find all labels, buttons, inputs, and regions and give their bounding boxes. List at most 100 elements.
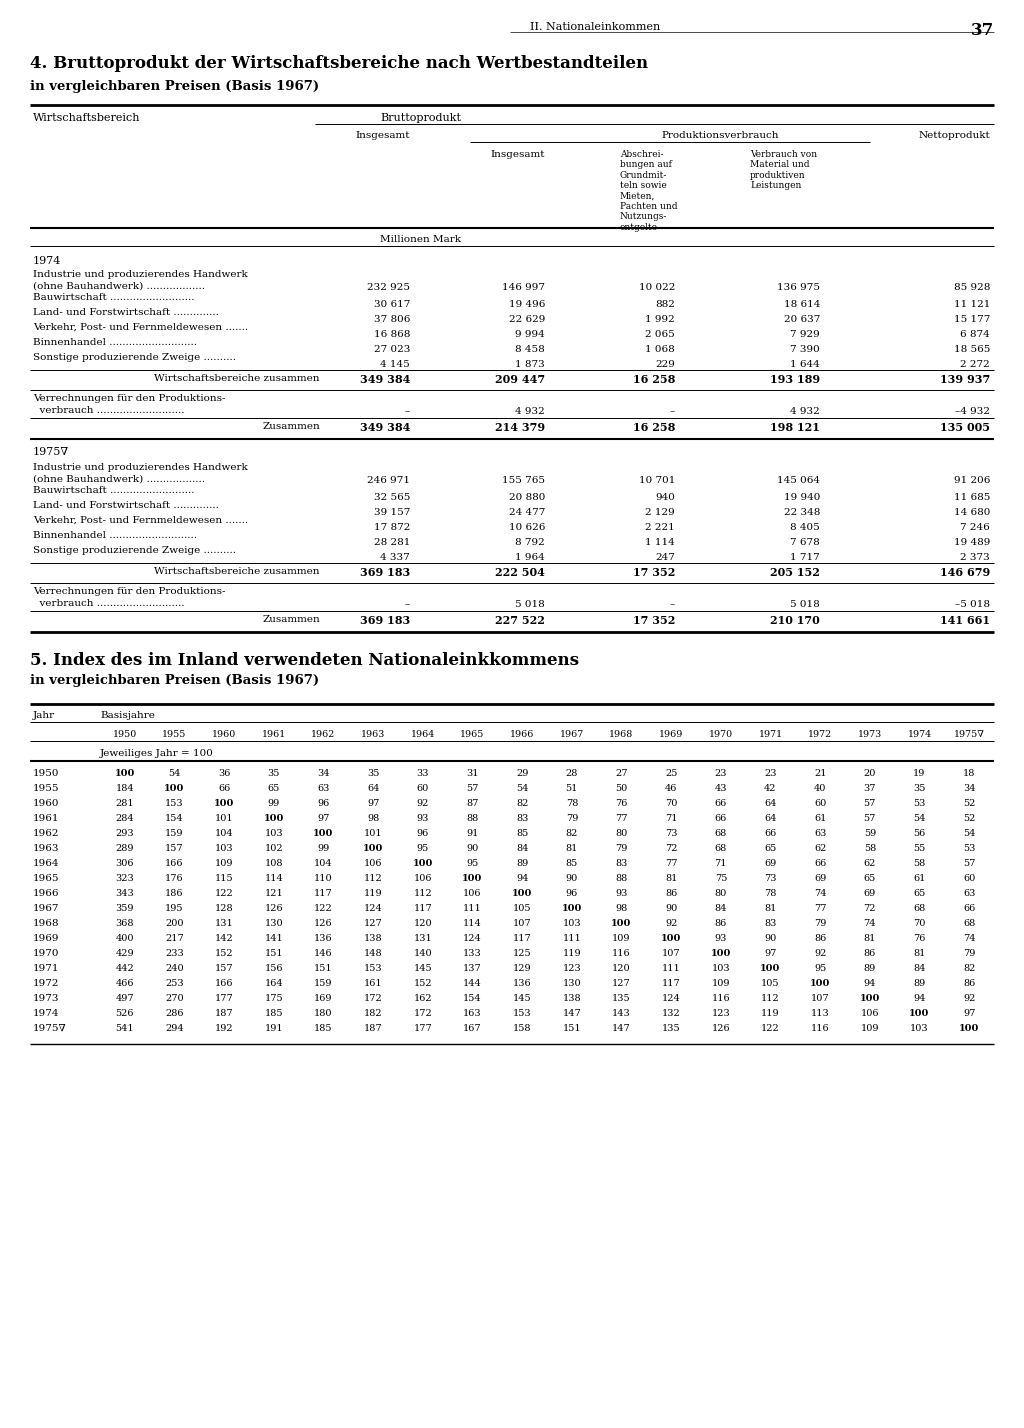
Text: 54: 54 <box>963 830 975 838</box>
Text: 180: 180 <box>314 1010 333 1018</box>
Text: 60: 60 <box>417 784 429 793</box>
Text: 129: 129 <box>513 964 531 972</box>
Text: (ohne Bauhandwerk) ..................: (ohne Bauhandwerk) .................. <box>33 281 205 291</box>
Text: 1960: 1960 <box>212 730 237 740</box>
Text: 20 880: 20 880 <box>509 493 545 503</box>
Text: 70: 70 <box>665 800 677 808</box>
Text: Land- und Forstwirtschaft ..............: Land- und Forstwirtschaft .............. <box>33 308 219 317</box>
Text: 1971: 1971 <box>759 730 782 740</box>
Text: 1962: 1962 <box>311 730 336 740</box>
Text: 1950: 1950 <box>33 770 59 778</box>
Text: 135: 135 <box>612 994 631 1002</box>
Text: 94: 94 <box>516 874 528 883</box>
Text: 125: 125 <box>513 950 531 958</box>
Text: 159: 159 <box>314 980 333 988</box>
Text: 60: 60 <box>963 874 975 883</box>
Text: 222 504: 222 504 <box>496 567 545 578</box>
Text: 9 994: 9 994 <box>515 330 545 338</box>
Text: 66: 66 <box>218 784 230 793</box>
Text: 107: 107 <box>662 950 681 958</box>
Text: 103: 103 <box>910 1024 929 1032</box>
Text: 76: 76 <box>615 800 628 808</box>
Text: 68: 68 <box>715 830 727 838</box>
Text: 99: 99 <box>317 844 330 853</box>
Text: 103: 103 <box>712 964 730 972</box>
Text: 147: 147 <box>612 1024 631 1032</box>
Text: 58: 58 <box>913 860 926 868</box>
Text: Sonstige produzierende Zweige ..........: Sonstige produzierende Zweige .......... <box>33 353 236 363</box>
Text: 39 157: 39 157 <box>374 508 410 517</box>
Text: 71: 71 <box>665 814 678 823</box>
Text: 56: 56 <box>913 830 926 838</box>
Text: 100: 100 <box>512 890 532 898</box>
Text: 133: 133 <box>463 950 482 958</box>
Text: 126: 126 <box>314 920 333 928</box>
Text: 57: 57 <box>963 860 975 868</box>
Text: 43: 43 <box>715 784 727 793</box>
Text: 1 114: 1 114 <box>645 538 675 547</box>
Text: 167: 167 <box>463 1024 482 1032</box>
Text: 247: 247 <box>655 553 675 563</box>
Text: 1950: 1950 <box>113 730 137 740</box>
Text: 61: 61 <box>913 874 926 883</box>
Text: 1975∇: 1975∇ <box>33 1024 67 1032</box>
Text: Insgesamt: Insgesamt <box>490 150 545 159</box>
Text: 1969: 1969 <box>659 730 683 740</box>
Text: 349 384: 349 384 <box>359 374 410 386</box>
Text: 4 932: 4 932 <box>515 407 545 416</box>
Text: 18: 18 <box>963 770 975 778</box>
Text: 166: 166 <box>215 980 233 988</box>
Text: 92: 92 <box>963 994 975 1002</box>
Text: 1969: 1969 <box>33 934 59 942</box>
Text: 112: 112 <box>364 874 383 883</box>
Text: 127: 127 <box>612 980 631 988</box>
Text: 97: 97 <box>963 1010 975 1018</box>
Text: 55: 55 <box>913 844 926 853</box>
Text: 69: 69 <box>814 874 826 883</box>
Text: 31: 31 <box>466 770 479 778</box>
Text: 83: 83 <box>764 920 776 928</box>
Text: 73: 73 <box>764 874 777 883</box>
Text: 1963: 1963 <box>361 730 385 740</box>
Text: Wirtschaftsbereiche zusammen: Wirtschaftsbereiche zusammen <box>155 374 319 383</box>
Text: 101: 101 <box>215 814 233 823</box>
Text: 114: 114 <box>264 874 284 883</box>
Text: 246 971: 246 971 <box>367 476 410 486</box>
Text: 37 806: 37 806 <box>374 316 410 324</box>
Text: 89: 89 <box>863 964 876 972</box>
Text: 113: 113 <box>811 1010 829 1018</box>
Text: 145 064: 145 064 <box>777 476 820 486</box>
Text: 146 679: 146 679 <box>940 567 990 578</box>
Text: 1 992: 1 992 <box>645 316 675 324</box>
Text: 138: 138 <box>562 994 582 1002</box>
Text: verbrauch ...........................: verbrauch ........................... <box>33 598 184 608</box>
Text: 429: 429 <box>116 950 134 958</box>
Text: 30 617: 30 617 <box>374 300 410 308</box>
Text: Verkehr, Post- und Fernmeldewesen .......: Verkehr, Post- und Fernmeldewesen ......… <box>33 516 248 526</box>
Text: 11 121: 11 121 <box>953 300 990 308</box>
Text: 68: 68 <box>715 844 727 853</box>
Text: Verrechnungen für den Produktions-: Verrechnungen für den Produktions- <box>33 394 225 403</box>
Text: 81: 81 <box>764 904 776 912</box>
Text: 115: 115 <box>215 874 233 883</box>
Text: Wirtschaftsbereiche zusammen: Wirtschaftsbereiche zusammen <box>155 567 319 575</box>
Text: –: – <box>404 600 410 608</box>
Text: 5. Index des im Inland verwendeten Nationaleinkkommens: 5. Index des im Inland verwendeten Natio… <box>30 653 579 668</box>
Text: 100: 100 <box>909 1010 930 1018</box>
Text: 81: 81 <box>665 874 677 883</box>
Text: 193 189: 193 189 <box>770 374 820 386</box>
Text: 145: 145 <box>414 964 432 972</box>
Text: 86: 86 <box>863 950 876 958</box>
Text: 86: 86 <box>715 920 727 928</box>
Text: Jeweiliges Jahr = 100: Jeweiliges Jahr = 100 <box>100 750 214 758</box>
Text: 77: 77 <box>814 904 826 912</box>
Text: 100: 100 <box>313 830 334 838</box>
Text: 195: 195 <box>165 904 183 912</box>
Text: 1975∇: 1975∇ <box>33 447 70 457</box>
Text: 16 258: 16 258 <box>633 423 675 433</box>
Text: 22 348: 22 348 <box>783 508 820 517</box>
Text: 105: 105 <box>761 980 779 988</box>
Text: 108: 108 <box>264 860 283 868</box>
Text: 198 121: 198 121 <box>770 423 820 433</box>
Text: 52: 52 <box>963 800 975 808</box>
